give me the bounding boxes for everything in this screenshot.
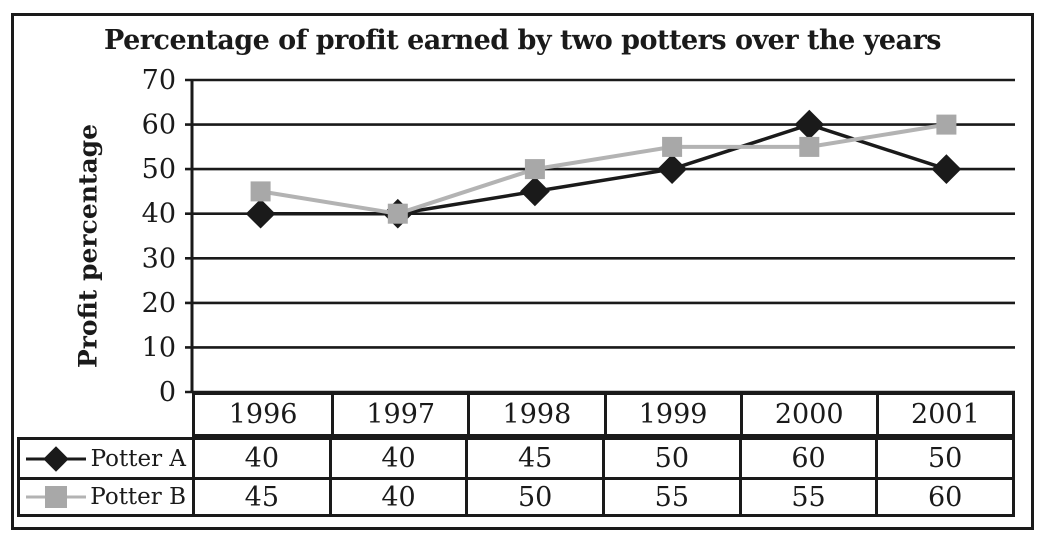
svg-text:10: 10: [142, 332, 176, 363]
potter-b-marker-icon: [26, 486, 86, 508]
table-cell-b-1996: 45: [192, 477, 329, 514]
svg-text:0: 0: [159, 377, 176, 408]
x-axis-header-row: 1996 1997 1998 1999 2000 2001: [192, 392, 1015, 437]
table-cell-b-1997: 40: [328, 477, 466, 514]
table-cell-a-2000: 60: [738, 440, 876, 477]
chart-title: Percentage of profit earned by two potte…: [104, 25, 941, 56]
year-cell: 1996: [228, 399, 298, 430]
table-cell-a-2001: 50: [875, 440, 1012, 477]
legend-row-potter-a: Potter A: [20, 440, 192, 477]
table-cell-b-2000: 55: [738, 477, 876, 514]
legend-table: Potter A 40 40 45 50 60 50 Potter B 45 4…: [17, 437, 1015, 517]
year-cell: 2001: [875, 395, 1012, 434]
year-cell: 2000: [739, 395, 876, 434]
svg-text:20: 20: [142, 288, 176, 319]
series-b-label: Potter B: [90, 484, 186, 510]
svg-text:70: 70: [142, 65, 176, 96]
table-cell-a-1996: 40: [192, 440, 329, 477]
table-cell-a-1997: 40: [328, 440, 466, 477]
table-cell-b-2001: 60: [875, 477, 1012, 514]
year-cell: 1997: [331, 395, 467, 434]
series-a-label: Potter A: [90, 445, 186, 472]
table-cell-b-1999: 55: [602, 477, 739, 514]
table-cell-a-1998: 45: [465, 440, 602, 477]
table-cell-b-1998: 50: [465, 477, 602, 514]
legend-row-potter-b: Potter B: [20, 477, 192, 514]
svg-text:40: 40: [142, 199, 176, 230]
svg-text:50: 50: [142, 154, 176, 185]
svg-text:60: 60: [142, 110, 176, 141]
outer-frame: [11, 13, 1034, 530]
year-cell: 1998: [467, 395, 603, 434]
table-cell-a-1999: 50: [602, 440, 739, 477]
potter-a-marker-icon: [26, 445, 86, 472]
svg-text:30: 30: [142, 243, 176, 274]
year-cell: 1999: [603, 395, 740, 434]
